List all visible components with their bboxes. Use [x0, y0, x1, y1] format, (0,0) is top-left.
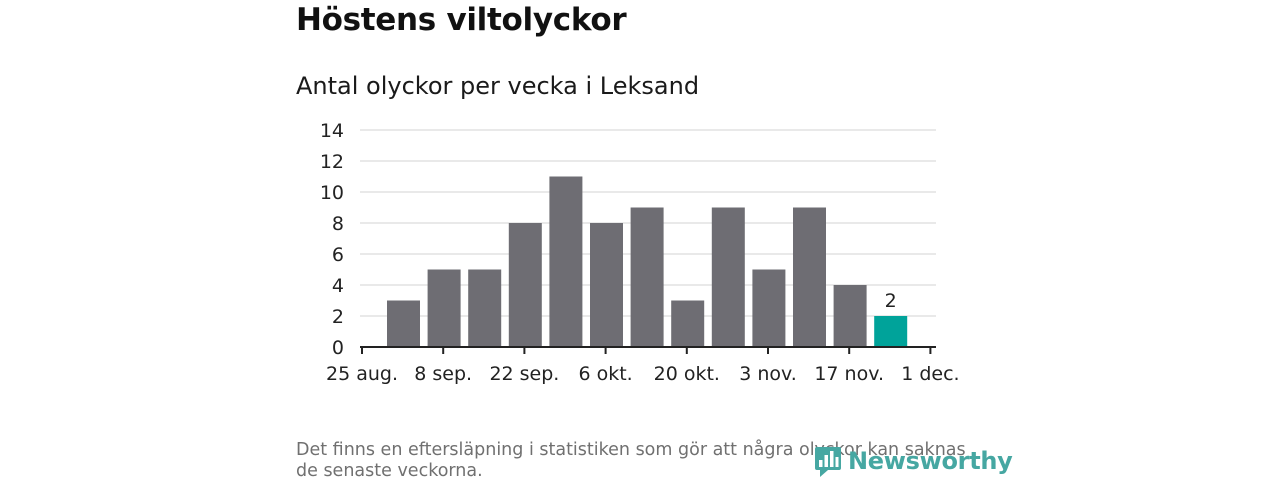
- page-title: Höstens viltolyckor: [296, 2, 627, 38]
- bar: [387, 300, 420, 347]
- y-tick-label: 10: [320, 182, 344, 204]
- x-tick-label: 6 okt.: [578, 363, 632, 385]
- bar: [711, 207, 745, 347]
- bar: [752, 269, 786, 347]
- footnote: Det finns en eftersläpning i statistiken…: [296, 440, 966, 481]
- y-tick-label: 12: [320, 151, 344, 173]
- y-tick-label: 4: [332, 275, 344, 297]
- bar: [590, 223, 623, 347]
- bar: [671, 300, 705, 347]
- x-tick-label: 20 okt.: [654, 363, 720, 385]
- y-tick-label: 8: [332, 213, 344, 235]
- newsworthy-logo-icon: [815, 447, 841, 477]
- bar: [549, 176, 583, 347]
- x-tick-label: 1 dec.: [901, 363, 959, 385]
- x-tick-label: 22 sep.: [489, 363, 559, 385]
- bar: [793, 207, 826, 347]
- y-tick-label: 6: [332, 244, 344, 266]
- brand-logo: Newsworthy: [814, 444, 1013, 478]
- bar: [427, 269, 461, 347]
- data-label: 2: [885, 290, 897, 312]
- bar-highlight: [874, 316, 908, 347]
- bar: [630, 207, 664, 347]
- data-labels: 2: [885, 290, 897, 312]
- chart-card: Höstens viltolyckor Antal olyckor per ve…: [296, 0, 1013, 481]
- bars: [387, 176, 908, 347]
- x-tick-label: 3 nov.: [739, 363, 797, 385]
- brand-name: Newsworthy: [848, 447, 1013, 475]
- x-axis: 25 aug. 8 sep. 22 sep. 6 okt. 20 okt. 3 nov. 1…: [326, 346, 960, 385]
- x-tick-label: 25 aug.: [326, 363, 398, 385]
- x-tick-label: 17 nov.: [814, 363, 884, 385]
- x-tick-label: 8 sep.: [414, 363, 472, 385]
- y-tick-label: 2: [332, 306, 344, 328]
- bar: [833, 285, 867, 347]
- bar: [468, 269, 502, 347]
- bar: [508, 223, 542, 347]
- chart-subtitle: Antal olyckor per vecka i Leksand: [296, 72, 700, 100]
- y-axis-ticks: 0 2 4 6 8 10 12 14: [320, 120, 344, 359]
- y-tick-label: 14: [320, 120, 344, 142]
- y-tick-label: 0: [332, 337, 344, 359]
